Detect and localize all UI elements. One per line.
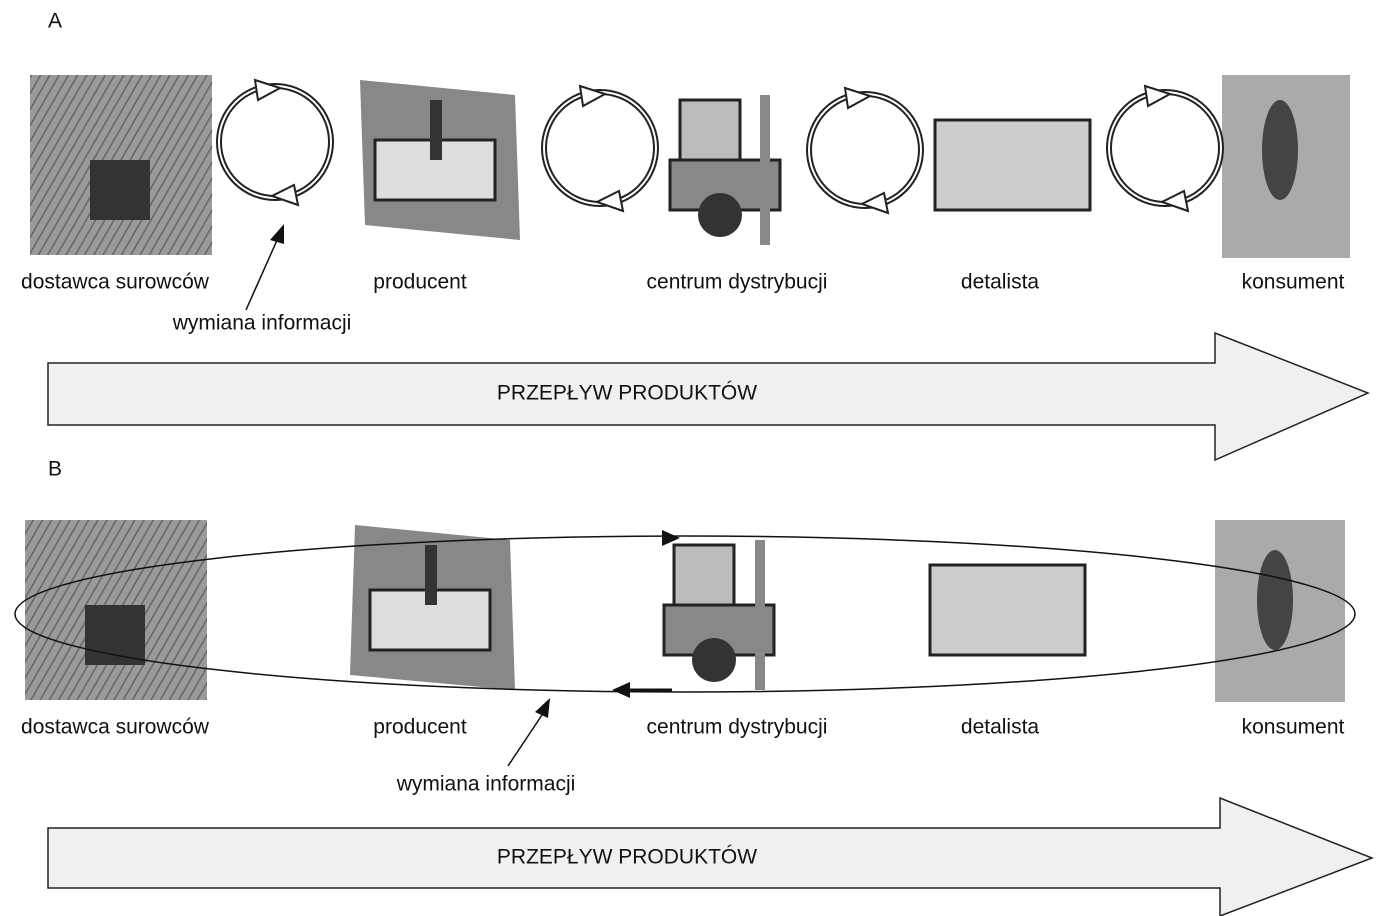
node-label: detalista [961, 716, 1040, 739]
pointer-head [535, 698, 550, 718]
node-label: producent [373, 716, 467, 739]
node-label: konsument [1242, 271, 1345, 294]
node-label: centrum dystrybucji [647, 716, 828, 739]
node-label: konsument [1242, 716, 1345, 739]
info-label: wymiana informacji [172, 312, 352, 335]
node-label: dostawca surowców [21, 716, 210, 739]
flow-label: PRZEPŁYW PRODUKTÓW [497, 382, 757, 405]
diagram: A dostawca surowców producent centrum dy… [0, 0, 1380, 916]
node-label: centrum dystrybucji [647, 271, 828, 294]
icons [25, 520, 1345, 702]
panel-label: B [48, 458, 62, 481]
node-label: dostawca surowców [21, 271, 210, 294]
node-label: producent [373, 271, 467, 294]
panel-label: A [48, 10, 62, 33]
pointer-head [270, 224, 284, 244]
cycle-head [612, 682, 630, 698]
pointer [508, 712, 544, 766]
pointer [246, 238, 278, 310]
node-label: detalista [961, 271, 1040, 294]
info-label: wymiana informacji [396, 773, 576, 796]
flow-label: PRZEPŁYW PRODUKTÓW [497, 846, 757, 869]
